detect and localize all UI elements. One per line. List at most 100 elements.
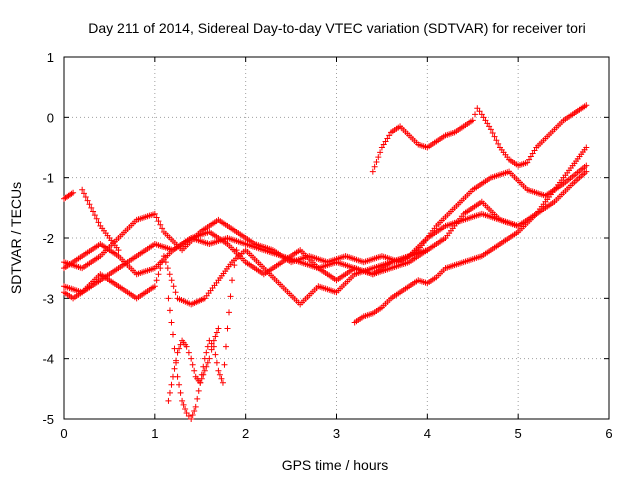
data-point — [172, 289, 179, 296]
x-tick-label: 1 — [151, 426, 158, 441]
data-point — [153, 277, 160, 284]
data-point — [583, 102, 590, 109]
data-point — [170, 283, 177, 290]
data-point — [215, 325, 222, 332]
data-point — [183, 343, 190, 350]
data-point — [188, 416, 195, 422]
data-point — [168, 319, 175, 326]
data-point — [166, 271, 173, 278]
data-point — [70, 189, 77, 196]
data-point — [384, 135, 391, 142]
data-point — [487, 126, 494, 133]
data-point — [204, 343, 211, 350]
data-point — [173, 357, 180, 364]
data-point — [200, 371, 207, 378]
data-point — [212, 351, 219, 358]
data-point — [204, 359, 211, 366]
series-arc-i — [369, 102, 590, 175]
data-point — [115, 247, 122, 254]
x-tick-label: 3 — [333, 426, 340, 441]
data-point — [206, 355, 213, 362]
data-point — [185, 412, 192, 419]
data-point — [155, 271, 162, 278]
data-point — [222, 343, 229, 350]
y-tick-label: 1 — [47, 50, 54, 65]
data-point — [233, 247, 240, 254]
data-point — [157, 265, 164, 272]
data-point — [191, 407, 198, 414]
data-point — [227, 293, 234, 300]
data-point — [80, 190, 87, 197]
series-arc-d — [61, 247, 431, 308]
y-tick-label: 0 — [47, 110, 54, 125]
series-arc-h — [165, 325, 222, 404]
data-point — [162, 259, 169, 266]
data-point — [515, 222, 522, 229]
data-point — [386, 132, 393, 139]
data-point — [188, 355, 195, 362]
data-point — [168, 277, 175, 284]
data-point — [86, 201, 93, 208]
series-arc-e — [61, 189, 77, 202]
data-point — [203, 363, 210, 370]
data-point — [583, 168, 590, 175]
data-point — [153, 214, 160, 221]
data-point — [93, 215, 100, 222]
data-series — [61, 102, 590, 422]
data-point — [213, 329, 220, 336]
y-tick-label: -3 — [42, 291, 54, 306]
y-axis-label: SDTVAR / TECUs — [8, 182, 24, 294]
series-arc-f — [79, 186, 122, 254]
data-point — [380, 141, 387, 148]
data-point — [155, 218, 162, 225]
data-point — [484, 120, 491, 127]
data-point — [482, 117, 489, 124]
x-tick-label: 0 — [60, 426, 67, 441]
data-point — [231, 262, 238, 269]
data-point — [164, 265, 171, 272]
data-point — [191, 367, 198, 374]
data-point — [159, 225, 166, 232]
data-point — [165, 397, 172, 404]
data-point — [195, 387, 202, 394]
data-point — [183, 409, 190, 416]
data-point — [198, 375, 205, 382]
data-point — [201, 367, 208, 374]
data-point — [375, 154, 382, 161]
data-point — [208, 346, 215, 353]
data-point — [226, 309, 233, 316]
data-point — [474, 105, 481, 112]
data-point — [166, 307, 173, 314]
data-point — [218, 375, 225, 382]
data-point — [179, 397, 186, 404]
series-arc-g — [165, 247, 240, 422]
data-point — [221, 361, 228, 368]
data-point — [210, 337, 217, 344]
data-point — [197, 379, 204, 386]
data-point — [182, 405, 189, 412]
data-point — [90, 208, 97, 215]
data-point — [213, 359, 220, 366]
y-tick-label: -2 — [42, 231, 54, 246]
data-point — [170, 373, 176, 380]
data-point — [176, 381, 183, 388]
chart-title: Day 211 of 2014, Sidereal Day-to-day VTE… — [88, 20, 585, 36]
data-point — [157, 221, 164, 228]
data-point — [91, 212, 98, 219]
data-point — [583, 144, 590, 151]
data-point — [171, 365, 178, 372]
grid-lines — [64, 57, 609, 419]
data-point — [491, 133, 498, 140]
data-point — [378, 144, 385, 151]
data-point — [493, 137, 500, 144]
data-point — [529, 150, 536, 157]
data-point — [160, 253, 167, 260]
data-point — [174, 349, 181, 356]
data-point — [192, 403, 199, 410]
data-point — [151, 210, 158, 217]
data-point — [531, 147, 538, 154]
data-point — [369, 168, 376, 175]
x-axis-label: GPS time / hours — [282, 457, 389, 473]
data-point — [165, 295, 172, 302]
